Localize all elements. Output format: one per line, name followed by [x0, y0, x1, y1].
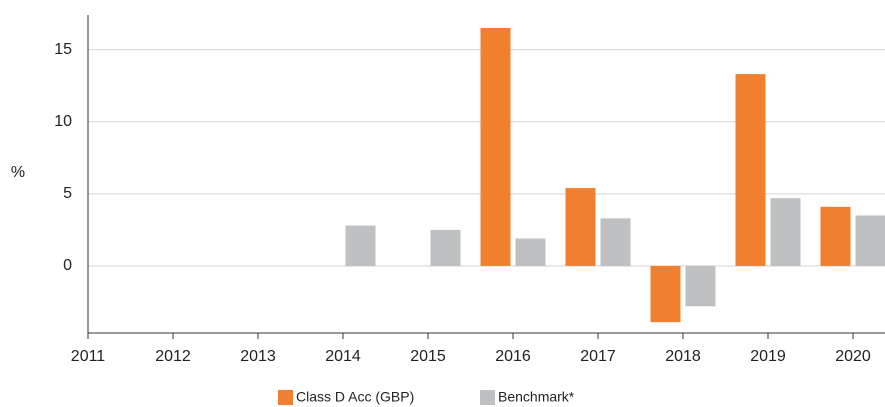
bar: [855, 215, 885, 266]
x-tick-label: 2018: [665, 348, 701, 365]
x-tick-label: 2019: [750, 348, 786, 365]
bar: [735, 74, 766, 266]
bar: [480, 27, 511, 266]
bar: [565, 188, 596, 266]
y-tick-label: 15: [54, 41, 72, 58]
bar: [345, 225, 376, 266]
x-tick-label: 2011: [71, 348, 106, 365]
bar: [770, 198, 801, 266]
x-tick-label: 2015: [410, 348, 446, 365]
x-tick-label: 2014: [325, 348, 361, 365]
x-tick-label: 2020: [835, 348, 871, 365]
x-tick-label: 2013: [240, 348, 276, 365]
x-tick-label: 2017: [580, 348, 616, 365]
y-tick-label: 5: [63, 185, 72, 202]
y-tick-label: 10: [54, 113, 72, 130]
x-tick-label: 2016: [495, 348, 531, 365]
legend-swatch: [480, 390, 495, 405]
y-axis-label: %: [11, 164, 25, 181]
x-tick-label: 2012: [155, 348, 191, 365]
legend-swatch: [278, 390, 293, 405]
bar: [820, 206, 851, 266]
y-tick-label: 0: [63, 257, 72, 274]
bar: [600, 218, 631, 266]
bar: [685, 265, 716, 307]
bar: [515, 238, 546, 266]
bar: [650, 265, 681, 323]
legend-label: Benchmark*: [498, 389, 575, 405]
legend-label: Class D Acc (GBP): [296, 389, 414, 405]
bar: [430, 229, 461, 266]
